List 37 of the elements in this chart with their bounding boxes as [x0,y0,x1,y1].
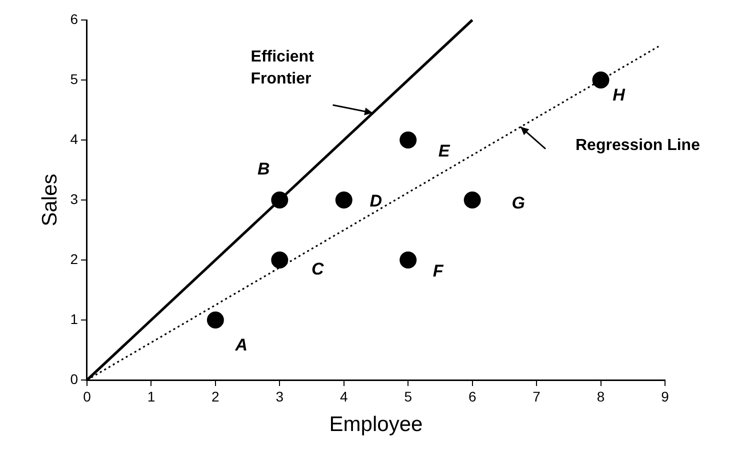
annotation: H [612,86,626,105]
y-tick-label: 0 [70,370,78,387]
y-tick-label: 1 [70,310,78,327]
y-tick-label: 2 [70,250,78,267]
x-axis-title: Employee [329,413,423,436]
x-tick-label: 5 [404,388,412,404]
x-tick-label: 1 [147,388,156,404]
y-axis-title: Sales [38,174,62,226]
annotation: E [438,142,450,161]
x-tick-label: 0 [83,388,92,404]
x-tick-label: 8 [596,388,605,404]
x-tick-label: 3 [276,388,284,404]
x-tick-label: 6 [468,388,476,404]
x-tick-label: 9 [661,388,670,404]
x-tick-label: 4 [340,388,348,404]
point [400,252,417,268]
point [206,312,224,328]
point [400,132,417,148]
annotation: C [312,260,325,279]
annotation: F [432,262,444,281]
point [271,252,288,268]
y-tick-label: 6 [70,10,78,27]
annotation: A [234,336,248,355]
annotation: D [370,192,382,211]
annotation: Regression Line [575,137,700,154]
point [271,192,288,208]
point [464,192,481,208]
annotation: Efficient Frontier [250,48,315,88]
annotation: G [512,194,525,213]
y-tick-label: 4 [70,130,78,147]
point [335,192,352,208]
y-tick-label: 5 [70,70,78,87]
x-tick-label: 2 [212,388,220,404]
annotation: B [258,160,270,179]
point [592,72,610,88]
y-tick-label: 3 [70,190,78,207]
x-tick-label: 7 [532,388,541,404]
